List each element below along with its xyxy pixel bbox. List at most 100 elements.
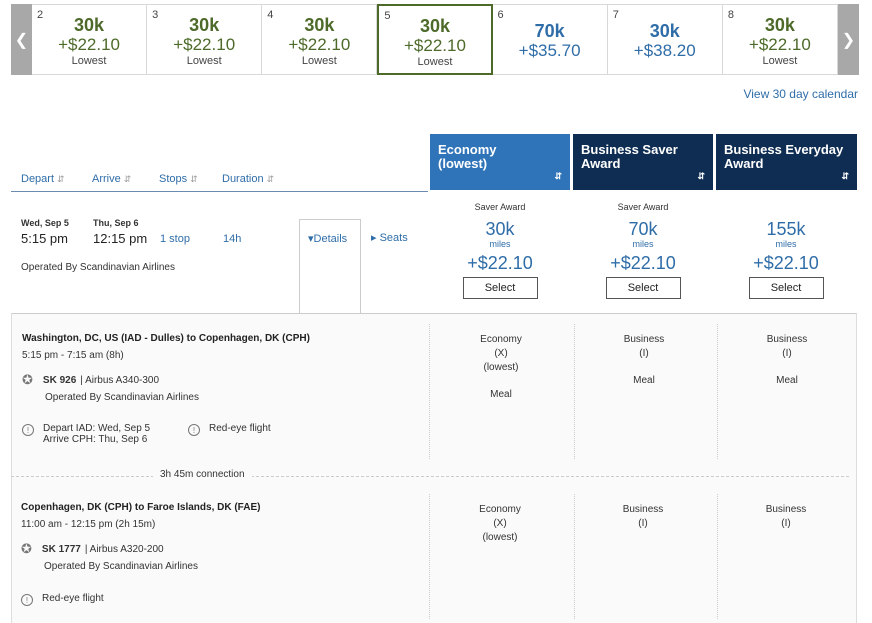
fare-price: +$22.10	[610, 253, 676, 273]
depart-date: Wed, Sep 5	[21, 218, 69, 228]
divider	[574, 324, 575, 459]
day-note: Lowest	[71, 55, 107, 67]
fare-unit: miles	[489, 239, 511, 249]
operated-by: Operated By Scandinavian Airlines	[21, 262, 175, 273]
cabin-code: (X)	[493, 518, 507, 529]
cabin-header-economy[interactable]: Economy (lowest) ⇵	[430, 134, 570, 190]
date-change-warning: ! Depart IAD: Wed, Sep 5 Arrive CPH: Thu…	[22, 423, 150, 445]
cabin-extra: (lowest)	[482, 532, 518, 543]
sort-arrive[interactable]: Arrive ⇵	[92, 173, 131, 185]
sort-depart-label: Depart	[21, 173, 55, 185]
cabin-name: Business	[622, 504, 664, 515]
connection-label: 3h 45m connection	[153, 469, 252, 480]
select-economy-button[interactable]: Select	[462, 277, 538, 299]
cabin-name: Economy	[480, 334, 522, 345]
details-toggle[interactable]: ▾Details	[299, 219, 361, 314]
sort-arrive-label: Arrive	[92, 173, 121, 185]
stops-link[interactable]: 1 stop	[160, 233, 190, 245]
day-number: 6	[497, 9, 504, 21]
segment-cabin: Economy (X) (lowest) Meal	[431, 333, 571, 402]
day-cell[interactable]: 2 30k +$22.10 Lowest	[31, 4, 148, 75]
fare-miles: 70k	[628, 219, 658, 239]
cabin-meal: Meal	[633, 375, 655, 386]
alert-icon: !	[21, 594, 33, 606]
divider	[717, 324, 718, 459]
day-cell[interactable]: 3 30k +$22.10 Lowest	[147, 4, 263, 75]
segment-cabin: Business (I) Meal	[574, 333, 714, 388]
fare-unit: miles	[632, 239, 654, 249]
sort-icon: ⇵	[190, 174, 198, 184]
segment-cabin: Economy (X) (lowest)	[430, 503, 570, 545]
sort-depart[interactable]: Depart ⇵	[21, 173, 65, 185]
sort-icon: ⇵	[841, 171, 849, 181]
segment-operated-by: Operated By Scandinavian Airlines	[44, 561, 198, 572]
view-30-day-calendar-link[interactable]: View 30 day calendar	[743, 87, 858, 101]
sort-icon: ⇵	[554, 171, 562, 181]
divider	[429, 324, 430, 459]
cabin-header-title: Economy	[438, 142, 497, 157]
day-miles: 30k	[764, 15, 795, 35]
segment-flight: ✪ SK 926 | Airbus A340-300	[22, 372, 159, 388]
day-price: +$38.20	[633, 41, 696, 60]
day-price: +$22.10	[404, 36, 466, 55]
caret-right-icon: ▸	[371, 232, 377, 244]
day-cell[interactable]: 6 70k +$35.70	[492, 4, 608, 75]
cabin-name: Business	[623, 334, 665, 345]
cabin-code: (I)	[781, 518, 791, 529]
day-cell[interactable]: 7 30k +$38.20	[607, 4, 723, 75]
sort-stops[interactable]: Stops ⇵	[159, 173, 198, 185]
day-number: 3	[152, 9, 159, 21]
day-cell[interactable]: 4 30k +$22.10 Lowest	[262, 4, 378, 75]
day-cell[interactable]: 8 30k +$22.10 Lowest	[722, 4, 838, 75]
chevron-left-icon[interactable]: ❮	[11, 4, 32, 75]
aircraft: | Airbus A340-300	[80, 374, 160, 386]
day-cell-selected[interactable]: 5 30k +$22.10 Lowest	[377, 4, 493, 75]
aircraft: | Airbus A320-200	[84, 543, 164, 555]
cabin-code: (X)	[494, 348, 508, 359]
details-label: Details	[313, 233, 348, 245]
seats-link[interactable]: ▸ Seats	[371, 231, 408, 244]
sort-duration-label: Duration	[222, 173, 264, 185]
fare-miles: 155k	[766, 219, 806, 239]
fare-business-saver: Saver Award 70k miles +$22.10 Select	[573, 202, 713, 299]
depart-time: 5:15 pm	[21, 231, 68, 246]
cabin-name: Business	[766, 334, 808, 345]
day-number: 5	[384, 10, 391, 22]
cabin-header-title: Business Everyday	[724, 142, 844, 157]
day-number: 8	[727, 9, 734, 21]
day-miles: 30k	[304, 15, 335, 35]
fare-label	[716, 202, 856, 214]
select-business-everyday-button[interactable]: Select	[748, 277, 824, 299]
flight-duration: 14h	[223, 233, 242, 245]
connection-divider	[11, 476, 849, 477]
seats-label: Seats	[379, 232, 408, 244]
segment-cabin: Business (I) Meal	[717, 333, 857, 388]
segment-times: 5:15 pm - 7:15 am (8h)	[22, 350, 124, 361]
cabin-name: Business	[765, 504, 807, 515]
fare-label: Saver Award	[474, 202, 526, 212]
cabin-header-business-saver[interactable]: Business Saver Award ⇵	[573, 134, 713, 190]
star-alliance-icon: ✪	[21, 541, 32, 556]
cabin-header-business-everyday[interactable]: Business Everyday Award ⇵	[716, 134, 857, 190]
cabin-code: (I)	[782, 348, 792, 359]
day-note: Lowest	[186, 55, 222, 67]
fare-unit: miles	[775, 239, 797, 249]
date-strip: ❮ 2 30k +$22.10 Lowest 3 30k +$22.10 Low…	[11, 4, 859, 75]
cabin-code: (I)	[639, 348, 649, 359]
warning-arrive: Arrive CPH: Thu, Sep 6	[43, 434, 148, 445]
segment-cabin: Business (I)	[716, 503, 856, 531]
warning-depart: Depart IAD: Wed, Sep 5	[43, 423, 151, 434]
day-miles: 30k	[74, 15, 105, 35]
day-price: +$35.70	[518, 41, 581, 60]
divider	[717, 494, 718, 619]
red-eye-warning: ! Red-eye flight	[188, 423, 271, 436]
segment-route: Washington, DC, US (IAD - Dulles) to Cop…	[22, 333, 310, 344]
fare-price: +$22.10	[753, 253, 819, 273]
select-business-saver-button[interactable]: Select	[605, 277, 681, 299]
chevron-right-icon[interactable]: ❯	[837, 4, 859, 75]
sort-duration[interactable]: Duration ⇵	[222, 173, 274, 185]
day-price: +$22.10	[748, 35, 811, 54]
flight-number: SK 1777	[41, 543, 81, 555]
day-miles: 30k	[189, 15, 220, 35]
cabin-extra: (lowest)	[483, 362, 519, 373]
